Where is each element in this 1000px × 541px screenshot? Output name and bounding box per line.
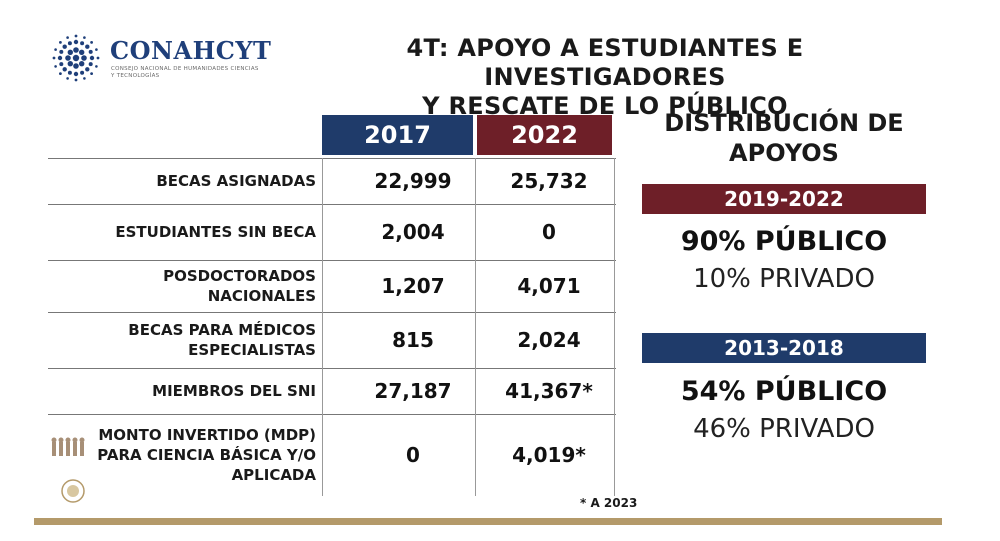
table-row: MONTO INVERTIDO (MDP) PARA CIENCIA BÁSICA… (48, 414, 616, 496)
seal-emblem-icon (61, 479, 85, 503)
value-2022: 41,367* (505, 379, 593, 403)
value-2017: 2,004 (381, 220, 445, 244)
value-2017: 0 (406, 443, 420, 467)
value-2022: 4,019* (512, 443, 586, 467)
title-line-1: 4T: APOYO A ESTUDIANTES E INVESTIGADORES (406, 34, 804, 91)
public-share-2019-2022: 90% PÚBLICO (680, 226, 888, 257)
table-row: BECAS ASIGNADAS 22,999 25,732 (48, 158, 616, 204)
table-row: POSDOCTORADOS NACIONALES 1,207 4,071 (48, 260, 616, 312)
row-label-line: MONTO INVERTIDO (MDP) (98, 426, 316, 444)
private-share-2013-2018: 46% PRIVADO (693, 414, 875, 444)
header-2022: 2022 (477, 115, 612, 155)
public-share-2013-2018: 54% PÚBLICO (680, 376, 888, 407)
bottom-gold-bar (34, 518, 942, 525)
table-rule (48, 368, 616, 369)
value-2022: 2,024 (517, 328, 581, 352)
value-2022: 4,071 (517, 274, 581, 298)
row-label-line: POSDOCTORADOS (163, 267, 316, 285)
row-label-line: MIEMBROS DEL SNI (152, 382, 316, 400)
value-2017: 1,207 (381, 274, 445, 298)
distribution-title-line-2: APOYOS (729, 139, 839, 167)
value-2022: 0 (542, 220, 556, 244)
column-divider (322, 158, 323, 496)
row-label: ESTUDIANTES SIN BECA (48, 204, 316, 260)
private-share-2019-2022: 10% PRIVADO (693, 264, 875, 294)
row-label: MONTO INVERTIDO (MDP) PARA CIENCIA BÁSICA… (48, 414, 316, 496)
row-label: POSDOCTORADOS NACIONALES (48, 260, 316, 312)
value-2017: 27,187 (374, 379, 452, 403)
period-badge-2019-2022: 2019-2022 (642, 184, 926, 214)
table-rule (48, 414, 616, 415)
row-label-line: APLICADA (231, 466, 316, 484)
table-row: MIEMBROS DEL SNI 27,187 41,367* (48, 368, 616, 414)
logo-name: CONAHCYT (110, 36, 272, 65)
value-2017: 815 (392, 328, 434, 352)
distribution-title: DISTRIBUCIÓN DE APOYOS (642, 108, 926, 168)
value-2017: 22,999 (374, 169, 452, 193)
table-row: BECAS PARA MÉDICOS ESPECIALISTAS 815 2,024 (48, 312, 616, 368)
row-label-line: PARA CIENCIA BÁSICA Y/O (97, 446, 316, 464)
row-label-line: BECAS PARA MÉDICOS (128, 321, 316, 339)
table-rule (48, 260, 616, 261)
row-label-line: ESTUDIANTES SIN BECA (115, 223, 316, 241)
table-row: ESTUDIANTES SIN BECA 2,004 0 (48, 204, 616, 260)
conahcyt-logo: CONAHCYT CONSEJO NACIONAL DE HUMANIDADES… (52, 34, 312, 90)
row-label-line: NACIONALES (207, 287, 316, 305)
column-divider (614, 158, 615, 496)
logo-subtitle: CONSEJO NACIONAL DE HUMANIDADES CIENCIAS… (111, 66, 259, 79)
table-rule (48, 312, 616, 313)
slide-title: 4T: APOYO A ESTUDIANTES E INVESTIGADORES… (285, 34, 925, 121)
table-rule (48, 204, 616, 205)
row-label-line: BECAS ASIGNADAS (156, 172, 316, 190)
header-2017: 2017 (322, 115, 473, 155)
row-label-line: ESPECIALISTAS (188, 341, 316, 359)
table-rule (48, 158, 616, 159)
figures-emblem-icon (51, 437, 85, 456)
distribution-title-line-1: DISTRIBUCIÓN DE (664, 109, 904, 137)
footnote: * A 2023 (580, 496, 638, 510)
dots-globe-icon (52, 34, 100, 82)
value-2022: 25,732 (510, 169, 588, 193)
row-label: MIEMBROS DEL SNI (48, 368, 316, 414)
period-badge-2013-2018: 2013-2018 (642, 333, 926, 363)
column-divider (475, 158, 476, 496)
row-label: BECAS ASIGNADAS (48, 158, 316, 204)
row-label: BECAS PARA MÉDICOS ESPECIALISTAS (48, 312, 316, 368)
